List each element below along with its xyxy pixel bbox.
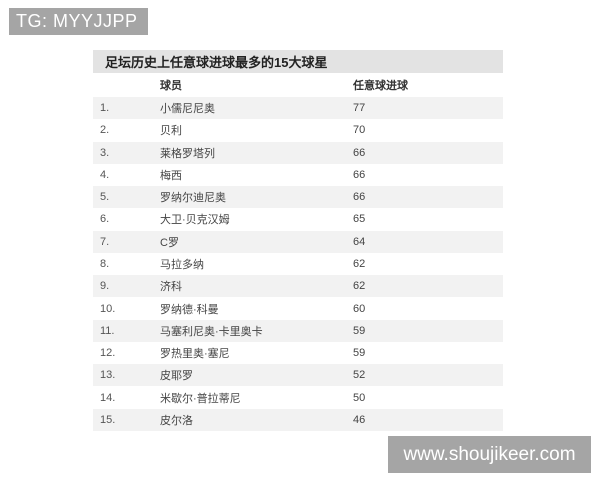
row-rank: 7. [100,235,110,248]
row-player-name: 罗纳德·科曼 [160,303,219,316]
row-rank: 8. [100,257,110,270]
table-title-bar: 足坛历史上任意球进球最多的15大球星 [93,50,503,73]
table-row: 1. 小儒尼尼奥 77 [93,97,503,120]
row-player-name: 罗热里奥·塞尼 [160,348,230,361]
table-row: 14. 米歇尔·普拉蒂尼 50 [93,386,503,409]
row-goals-value: 70 [353,124,366,137]
row-rank: 3. [100,146,110,159]
row-goals-value: 62 [353,257,366,270]
row-player-name: 贝利 [160,125,182,138]
row-goals-value: 66 [353,191,366,204]
row-goals-value: 65 [353,213,366,226]
row-player-name: 马塞利尼奥·卡里奥卡 [160,325,263,338]
row-rank: 9. [100,280,110,293]
row-goals-value: 62 [353,280,366,293]
row-goals-value: 66 [353,168,366,181]
row-rank: 6. [100,213,110,226]
row-player-name: 大卫·贝克汉姆 [160,214,230,227]
row-player-name: 皮耶罗 [160,370,193,383]
table-row: 9. 济科 62 [93,275,503,298]
row-player-name: 济科 [160,281,182,294]
row-goals-value: 77 [353,102,366,115]
row-goals-value: 46 [353,413,366,426]
row-rank: 2. [100,124,110,137]
row-rank: 1. [100,102,110,115]
row-rank: 10. [100,302,116,315]
row-rank: 14. [100,391,116,404]
row-player-name: C罗 [160,236,179,249]
header-player: 球员 [160,80,182,92]
row-player-name: 皮尔洛 [160,414,193,427]
table-row: 6. 大卫·贝克汉姆 65 [93,208,503,231]
row-rank: 4. [100,168,110,181]
row-rank: 11. [100,324,115,337]
watermark-bottom-text: www.shoujikeer.com [403,443,576,465]
table-row: 8. 马拉多纳 62 [93,252,503,276]
row-player-name: 马拉多纳 [160,258,204,271]
table-row: 3. 莱格罗塔列 66 [93,141,503,164]
table-row: 10. 罗纳德·科曼 60 [93,297,503,320]
table-body: 1. 小儒尼尼奥 77 2. 贝利 70 3. 莱格罗塔列 66 4. 梅西 6… [93,97,503,431]
watermark-top-text: TG: MYYJJPP [16,11,138,31]
table-row: 15. 皮尔洛 46 [93,408,503,431]
ranking-table: 足坛历史上任意球进球最多的15大球星 球员 任意球进球 1. 小儒尼尼奥 77 … [93,50,503,431]
row-player-name: 莱格罗塔列 [160,147,215,160]
row-goals-value: 50 [353,391,366,404]
row-player-name: 罗纳尔迪尼奥 [160,192,226,205]
table-row: 13. 皮耶罗 52 [93,364,503,387]
table-title: 足坛历史上任意球进球最多的15大球星 [105,55,328,70]
table-row: 12. 罗热里奥·塞尼 59 [93,341,503,365]
table-row: 2. 贝利 70 [93,119,503,142]
row-rank: 5. [100,191,110,204]
table-row: 4. 梅西 66 [93,163,503,187]
row-goals-value: 60 [353,302,366,315]
row-player-name: 小儒尼尼奥 [160,103,215,116]
row-goals-value: 59 [353,324,366,337]
table-row: 7. C罗 64 [93,230,503,253]
row-player-name: 米歇尔·普拉蒂尼 [160,392,241,405]
row-goals-value: 64 [353,235,366,248]
watermark-bottom-badge: www.shoujikeer.com [388,436,591,473]
watermark-top-badge: TG: MYYJJPP [9,8,148,35]
row-goals-value: 52 [353,369,366,382]
table-row: 11. 马塞利尼奥·卡里奥卡 59 [93,319,503,342]
row-rank: 13. [100,369,116,382]
row-rank: 12. [100,347,116,360]
row-rank: 15. [100,413,116,426]
row-goals-value: 59 [353,347,366,360]
table-row: 5. 罗纳尔迪尼奥 66 [93,186,503,209]
table-header-row: 球员 任意球进球 [93,73,503,97]
row-player-name: 梅西 [160,169,182,182]
row-goals-value: 66 [353,146,366,159]
header-goals: 任意球进球 [353,80,408,92]
